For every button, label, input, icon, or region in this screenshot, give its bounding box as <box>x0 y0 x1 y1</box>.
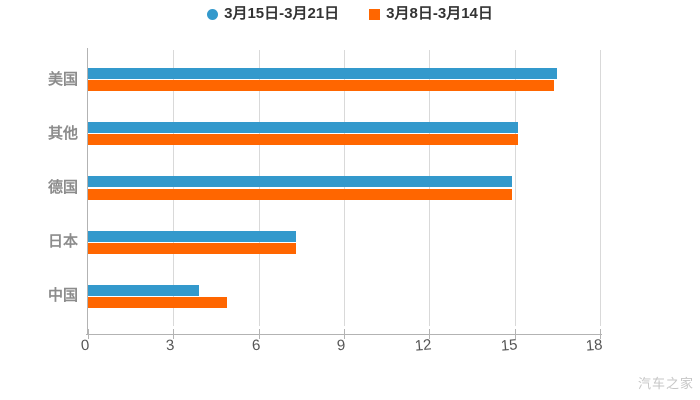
gridline <box>258 50 260 326</box>
x-tick-label: 3 <box>165 336 176 355</box>
x-tick-label: 9 <box>336 336 346 355</box>
category-label-japan: 日本 <box>47 233 78 251</box>
category-label-others: 其他 <box>47 124 78 142</box>
legend-marker-circle-icon <box>207 8 219 20</box>
legend-label-week-mar8-14: 3月8日-3月14日 <box>386 5 493 22</box>
axis-tick <box>173 329 175 339</box>
bar-series2-others[interactable] <box>88 134 518 146</box>
watermark: 汽车之家 <box>637 376 694 391</box>
y-axis-line <box>87 48 88 334</box>
axis-tick <box>514 329 516 339</box>
x-tick-label: 0 <box>80 336 90 355</box>
gridline <box>514 50 516 326</box>
axis-tick <box>600 329 601 339</box>
bar-series1-germany[interactable] <box>88 176 512 188</box>
axis-tick <box>429 329 431 339</box>
bar-series2-usa[interactable] <box>88 80 555 92</box>
bar-series2-germany[interactable] <box>88 188 512 200</box>
category-label-usa: 美国 <box>47 70 78 88</box>
gridline <box>429 50 431 326</box>
legend-marker-square-icon <box>369 8 381 20</box>
x-tick-label: 18 <box>585 336 604 355</box>
bar-series1-usa[interactable] <box>88 68 558 79</box>
x-tick-label: 12 <box>414 336 433 355</box>
bar-series1-china[interactable] <box>88 284 199 296</box>
bar-series1-others[interactable] <box>88 122 518 134</box>
axis-tick <box>258 329 260 339</box>
bar-series2-china[interactable] <box>88 297 228 308</box>
legend-label-week-mar15-21: 3月15日-3月21日 <box>224 5 340 22</box>
legend-item-week-mar8-14[interactable]: 3月8日-3月14日 <box>369 4 493 24</box>
gridline <box>344 50 345 326</box>
axis-tick <box>344 329 345 339</box>
bar-series1-japan[interactable] <box>88 230 296 242</box>
gridline <box>600 50 601 326</box>
axis-tick <box>88 329 89 339</box>
x-tick-label: 6 <box>250 336 261 355</box>
gridline <box>173 50 175 326</box>
legend: 3月15日-3月21日 3月8日-3月14日 <box>0 4 700 24</box>
legend-item-week-mar15-21[interactable]: 3月15日-3月21日 <box>207 4 339 24</box>
x-tick-label: 15 <box>499 336 518 355</box>
category-label-germany: 德国 <box>47 178 78 196</box>
bar-series2-japan[interactable] <box>88 242 296 254</box>
category-label-china: 中国 <box>47 287 78 305</box>
